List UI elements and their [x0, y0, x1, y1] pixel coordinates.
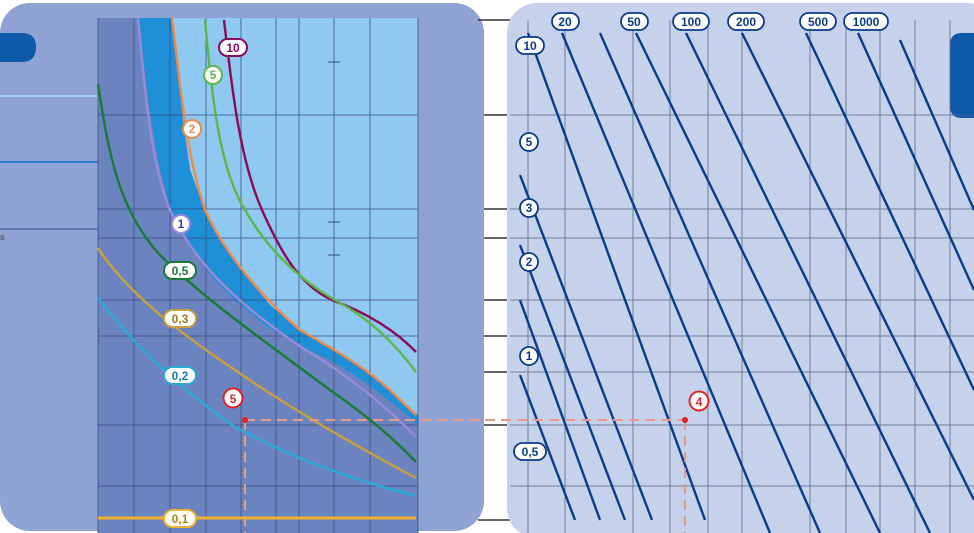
curve-1 — [136, 17, 417, 438]
left-grid — [97, 18, 419, 533]
dashed-reading-lines — [244, 419, 686, 533]
diagonal-line — [598, 32, 822, 533]
diagonal-line — [518, 244, 627, 521]
right-panel: 4 20 50 100 200 500 1000 10 — [242, 3, 974, 533]
top-label-20: 20 — [551, 12, 580, 31]
curve-2 — [170, 17, 417, 416]
right-panel-background — [507, 3, 974, 533]
left-label-3: 3 — [519, 198, 539, 218]
diagonal-line — [518, 299, 602, 521]
top-label-50: 50 — [620, 12, 649, 31]
svg-text:5: 5 — [526, 135, 533, 149]
svg-text:0,2: 0,2 — [172, 369, 189, 383]
left-label-1: 1 — [519, 346, 539, 366]
label-curve-2: 2 — [182, 119, 202, 139]
svg-text:10: 10 — [523, 39, 537, 53]
curve-0-5 — [96, 83, 417, 463]
diagonal-line — [804, 32, 974, 391]
label-curve-0-5: 0,5 — [163, 261, 197, 280]
curve-10 — [222, 19, 417, 353]
svg-text:4: 4 — [696, 395, 703, 409]
left-tab — [0, 33, 36, 62]
top-label-1000: 1000 — [843, 12, 889, 31]
marker-5: 5 — [222, 387, 244, 409]
label-curve-0-1: 0,1 — [163, 509, 197, 528]
label-curve-0-2: 0,2 — [163, 366, 197, 385]
svg-text:2: 2 — [189, 122, 196, 136]
marker-4-point — [682, 417, 688, 423]
diagonal-line — [526, 32, 707, 521]
svg-text:0,3: 0,3 — [172, 312, 189, 326]
band-bright-region — [138, 18, 418, 425]
left-edge-fragment: s — [0, 232, 5, 242]
left-label-5: 5 — [519, 132, 539, 152]
curve-0-3 — [96, 247, 417, 480]
svg-text:0,5: 0,5 — [522, 445, 539, 459]
svg-text:3: 3 — [526, 201, 533, 215]
svg-text:5: 5 — [210, 68, 217, 82]
left-tick-marks — [328, 61, 340, 256]
left-label-10: 10 — [515, 36, 545, 55]
svg-text:10: 10 — [226, 41, 240, 55]
left-label-0-5: 0,5 — [513, 442, 547, 461]
top-label-500: 500 — [799, 12, 837, 31]
diagonal-line — [684, 32, 932, 533]
diagonal-line — [898, 39, 974, 211]
marker-4: 4 — [688, 390, 710, 412]
label-curve-1: 1 — [171, 214, 191, 234]
band-light-region — [172, 18, 418, 415]
curve-0-2 — [97, 297, 417, 498]
svg-text:0,5: 0,5 — [172, 264, 189, 278]
curve-5 — [203, 19, 417, 373]
right-diagonals — [518, 32, 974, 533]
svg-text:5: 5 — [230, 392, 237, 406]
left-panel: s — [0, 3, 484, 533]
svg-text:20: 20 — [558, 15, 572, 29]
svg-text:500: 500 — [808, 15, 828, 29]
top-label-200: 200 — [727, 12, 765, 31]
svg-text:1000: 1000 — [853, 15, 880, 29]
svg-text:2: 2 — [526, 255, 533, 269]
diagonal-line — [634, 32, 882, 533]
label-curve-0-3: 0,3 — [163, 309, 197, 328]
right-grid — [510, 20, 974, 533]
marker-5-point — [242, 417, 248, 423]
diagonal-line — [518, 174, 654, 521]
panel-connectors — [478, 19, 514, 521]
svg-text:0,1: 0,1 — [172, 512, 189, 526]
diagonal-line — [518, 374, 577, 521]
label-curve-10: 10 — [218, 38, 248, 57]
diagonal-line — [560, 32, 772, 533]
diagonal-line — [856, 32, 974, 291]
svg-text:50: 50 — [627, 15, 641, 29]
diagonal-line — [740, 32, 974, 501]
label-curve-5: 5 — [203, 65, 223, 85]
svg-text:100: 100 — [681, 15, 701, 29]
top-label-100: 100 — [672, 12, 710, 31]
right-tab — [950, 33, 974, 118]
svg-text:1: 1 — [526, 349, 533, 363]
svg-text:1: 1 — [178, 217, 185, 231]
svg-text:200: 200 — [736, 15, 756, 29]
left-label-2: 2 — [519, 252, 539, 272]
